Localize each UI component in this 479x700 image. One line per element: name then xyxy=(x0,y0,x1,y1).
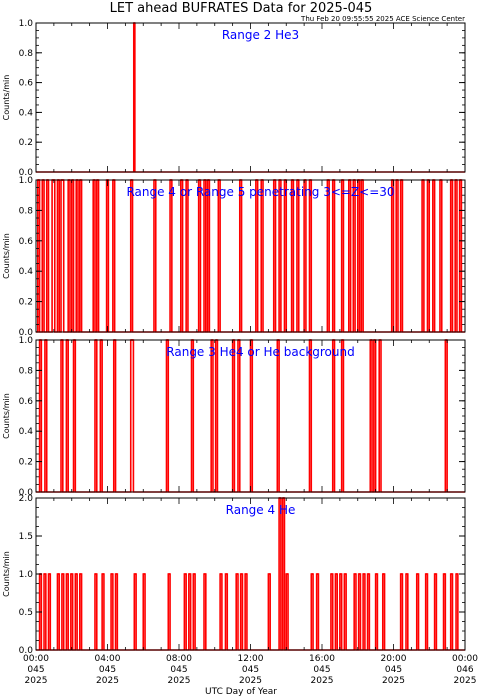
y-tick-label: 1.5 xyxy=(19,532,33,542)
x-tick-label-day: 045 xyxy=(27,665,44,675)
x-axis-label: UTC Day of Year xyxy=(205,687,277,697)
x-tick-label-year: 2025 xyxy=(25,676,48,686)
y-tick-label: 0.2 xyxy=(19,138,33,148)
y-tick-label: 0.0 xyxy=(19,168,34,178)
panel-title: Range 2 He3 xyxy=(222,28,299,42)
x-tick-label-time: 12:00 xyxy=(238,654,264,664)
y-tick-label: 0.8 xyxy=(19,49,34,59)
x-tick-label-time: 16:00 xyxy=(309,654,335,664)
x-tick-label-time: 20:00 xyxy=(381,654,407,664)
x-tick-label-day: 045 xyxy=(313,665,330,675)
chart-panel-1: 0.0 0.2 0.4 0.6 0.8 1.0 Counts/min Range 2 He3 xyxy=(2,19,466,178)
x-tick-label-year: 2025 xyxy=(382,676,405,686)
y-tick-label: 0.2 xyxy=(19,458,33,468)
x-tick-label-day: 045 xyxy=(242,665,259,675)
x-tick-labels: 00:00045202504:00045202508:00045202512:0… xyxy=(23,654,478,686)
panel-frame xyxy=(35,22,466,173)
y-tick-label: 1.0 xyxy=(19,336,34,346)
x-tick-label-year: 2025 xyxy=(454,676,477,686)
y-tick-label: 0.5 xyxy=(19,608,33,618)
y-axis-label: Counts/min xyxy=(2,233,11,279)
y-tick-label: 0.6 xyxy=(19,397,34,407)
y-tick-label: 0.0 xyxy=(19,646,34,656)
y-tick-label: 0.4 xyxy=(19,427,34,437)
x-tick-label-time: 04:00 xyxy=(95,654,121,664)
y-tick-label: 0.0 xyxy=(19,488,34,498)
y-tick-label: 0.6 xyxy=(19,237,34,247)
panel-title: Range 4 He xyxy=(226,503,296,517)
chart-panel-3: 0.0 0.2 0.4 0.6 0.8 1.0 Counts/min Range 3 He4 … xyxy=(2,336,466,498)
data-trace xyxy=(36,179,465,333)
y-tick-label: 0.8 xyxy=(19,206,34,216)
x-tick-label-year: 2025 xyxy=(239,676,262,686)
x-tick-label-day: 046 xyxy=(456,665,473,675)
chart-panel-2: 0.0 0.2 0.4 0.6 0.8 1.0 Counts/min Range 4 or R… xyxy=(2,176,466,338)
x-tick-label-day: 045 xyxy=(99,665,116,675)
x-tick-label-day: 045 xyxy=(385,665,402,675)
y-tick-label: 0.8 xyxy=(19,366,34,376)
y-axis-label: Counts/min xyxy=(2,551,11,597)
x-tick-label-year: 2025 xyxy=(168,676,191,686)
x-tick-label-time: 00:00 xyxy=(23,654,49,664)
y-tick-label: 0.6 xyxy=(19,79,34,89)
x-tick-label-time: 08:00 xyxy=(166,654,192,664)
data-trace xyxy=(36,22,465,173)
figure-title: LET ahead BUFRATES Data for 2025-045 xyxy=(110,1,373,16)
y-tick-label: 0.4 xyxy=(19,267,34,277)
panel-title: Range 3 He4 or He background xyxy=(166,345,354,359)
y-tick-label: 2.0 xyxy=(19,494,34,504)
y-tick-label: 1.0 xyxy=(19,570,34,580)
x-tick-label-day: 045 xyxy=(170,665,187,675)
figure-subtitle: Thu Feb 20 09:55:55 2025 ACE Science Cen… xyxy=(300,15,465,23)
y-tick-label: 1.0 xyxy=(19,19,34,29)
y-axis-label: Counts/min xyxy=(2,75,11,121)
data-trace xyxy=(36,339,465,493)
chart-panel-4: 0.0 0.5 1.0 1.5 2.0 Counts/min Range 4 He xyxy=(2,494,466,656)
x-tick-label-time: 00:00 xyxy=(452,654,478,664)
y-tick-label: 0.4 xyxy=(19,108,34,118)
x-tick-label-year: 2025 xyxy=(96,676,119,686)
panel-title: Range 4 or Range 5 penetrating 3<=Z<=30 xyxy=(126,185,394,199)
y-tick-label: 0.2 xyxy=(19,298,33,308)
y-tick-label: 1.0 xyxy=(19,176,34,186)
x-tick-label-year: 2025 xyxy=(311,676,334,686)
y-axis-label: Counts/min xyxy=(2,393,11,439)
y-tick-label: 0.0 xyxy=(19,328,34,338)
